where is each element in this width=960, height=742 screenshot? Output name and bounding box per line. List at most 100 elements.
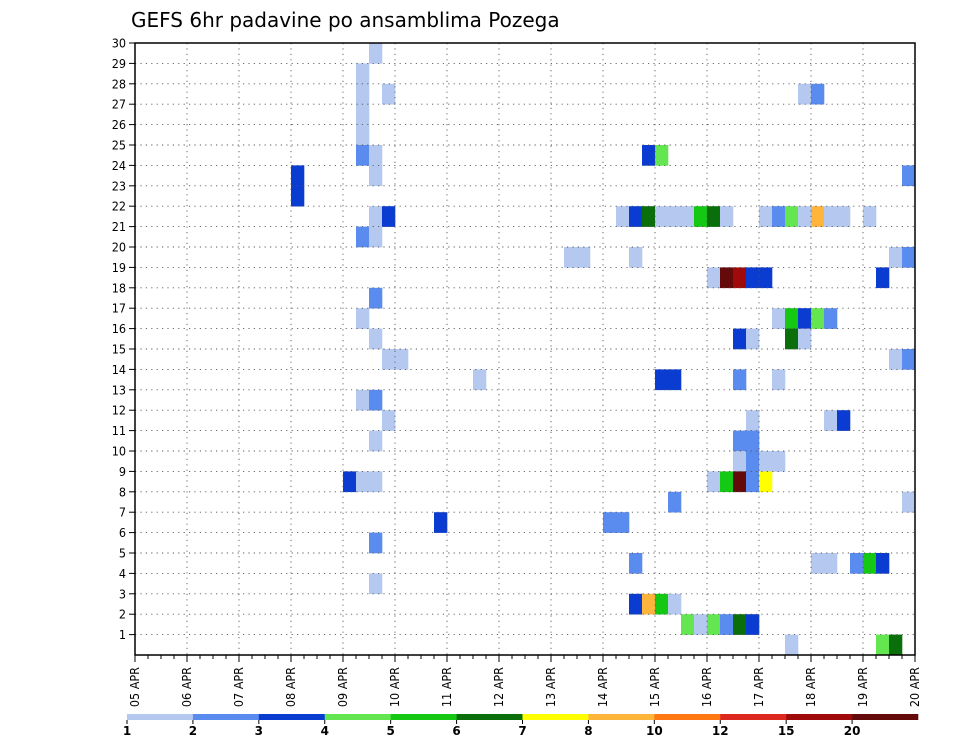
heatmap-cell (707, 267, 721, 289)
heatmap-cell (785, 634, 799, 656)
heatmap-cell (798, 328, 812, 350)
heatmap-cell (746, 267, 760, 289)
legend-label: 5 (386, 724, 394, 738)
heatmap-cell (694, 614, 708, 635)
heatmap-cell (382, 410, 396, 431)
heatmap-cell (577, 247, 591, 268)
heatmap-cell (369, 573, 383, 595)
heatmap-cell (369, 165, 383, 187)
heatmap-cell (811, 308, 825, 329)
heatmap-cell (876, 634, 890, 656)
heatmap-cell (863, 553, 877, 574)
heatmap-cell (889, 247, 903, 268)
legend-swatch (324, 714, 391, 720)
heatmap-cell (291, 185, 305, 207)
y-tick-label: 13 (112, 382, 126, 397)
heatmap-cell (642, 206, 656, 227)
heatmap-cell (369, 206, 383, 227)
heatmap-cell (824, 553, 838, 574)
heatmap-cell (369, 471, 383, 493)
heatmap-cell (824, 410, 838, 431)
x-tick-label: 10 APR (387, 667, 402, 707)
heatmap-cell (356, 124, 370, 146)
heatmap-cell (811, 83, 825, 105)
heatmap-cell (434, 512, 448, 533)
heatmap-cell (733, 328, 747, 350)
legend: 1 2 3 4 5 6 7 8 10 12 15 20 (123, 714, 919, 738)
heatmap-cell (356, 145, 370, 166)
heatmap-cell (889, 349, 903, 370)
heatmap-cell (655, 369, 669, 391)
heatmap-cell (356, 308, 370, 329)
y-tick-label: 25 (112, 138, 126, 153)
x-tick-label: 07 APR (231, 667, 246, 707)
heatmap-cell (876, 553, 890, 574)
x-tick-label: 18 APR (803, 667, 818, 707)
heatmap-cell (369, 287, 383, 309)
legend-swatch (522, 714, 589, 720)
heatmap-cell (369, 43, 383, 64)
heatmap-cell (798, 206, 812, 227)
heatmap-cell (369, 328, 383, 350)
y-tick-label: 30 (112, 36, 126, 51)
heatmap-cell (889, 634, 903, 656)
y-tick-label: 2 (119, 607, 126, 622)
legend-label: 7 (518, 724, 526, 738)
x-tick-label: 19 APR (855, 667, 870, 707)
y-tick-label: 24 (112, 158, 126, 173)
heatmap-cell (759, 267, 773, 289)
y-tick-label: 16 (112, 321, 126, 336)
heatmap-cell (629, 247, 643, 268)
y-tick-label: 22 (112, 199, 126, 214)
heatmap-cell (720, 614, 734, 635)
heatmap-cell (356, 83, 370, 105)
heatmap-cell (733, 430, 747, 452)
heatmap-cell (902, 349, 916, 370)
heatmap-cell (720, 471, 734, 493)
heatmap-cell (824, 206, 838, 227)
heatmap-cell (876, 267, 890, 289)
x-tick-label: 13 APR (543, 667, 558, 707)
legend-label: 2 (189, 724, 197, 738)
x-tick-label: 05 APR (127, 667, 142, 707)
y-tick-label: 17 (112, 301, 126, 316)
y-tick-label: 12 (112, 403, 126, 418)
y-tick-label: 4 (119, 566, 126, 581)
y-tick-label: 14 (112, 362, 126, 377)
y-tick-label: 23 (112, 178, 126, 193)
x-tick-label: 12 APR (491, 667, 506, 707)
heatmap-cell (772, 369, 786, 391)
y-tick-label: 6 (119, 525, 126, 540)
x-tick-label: 08 APR (283, 667, 298, 707)
heatmap-cell (655, 206, 669, 227)
heatmap-cell (733, 369, 747, 391)
heatmap-cell (655, 593, 669, 615)
x-tick-label: 09 APR (335, 667, 350, 707)
heatmap-cell (668, 206, 682, 227)
legend-swatch (720, 714, 787, 720)
heatmap-cell (746, 471, 760, 493)
heatmap-cell (668, 369, 682, 391)
heatmap-cell (694, 206, 708, 227)
heatmap-cell (291, 165, 305, 187)
y-axis: 1234567891011121314151617181920212223242… (112, 36, 135, 642)
heatmap-cell (746, 614, 760, 635)
heatmap-cell (759, 451, 773, 472)
x-axis: 05 APR 06 APR 07 APR 08 APR 09 APR 10 APR 11 A… (127, 655, 922, 707)
y-tick-label: 7 (119, 505, 126, 520)
heatmap-cell (837, 206, 851, 227)
heatmap-cell (863, 206, 877, 227)
heatmap-cell (382, 349, 396, 370)
y-tick-label: 18 (112, 280, 126, 295)
heatmap-cell (369, 226, 383, 248)
heatmap-cell (837, 410, 851, 431)
heatmap-cell (668, 593, 682, 615)
y-tick-label: 20 (112, 240, 126, 255)
heatmap-cell (382, 83, 396, 105)
heatmap-cell (356, 226, 370, 248)
heatmap-cell (733, 451, 747, 472)
cells-layer (291, 43, 916, 656)
heatmap-cell (720, 206, 734, 227)
legend-label: 1 (123, 724, 131, 738)
